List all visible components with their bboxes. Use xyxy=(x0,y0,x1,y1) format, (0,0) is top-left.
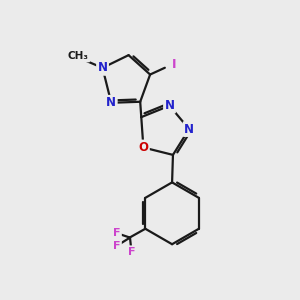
Text: CH₃: CH₃ xyxy=(68,51,89,61)
Text: F: F xyxy=(128,247,135,257)
Text: N: N xyxy=(98,61,107,74)
Text: N: N xyxy=(106,96,116,109)
Text: O: O xyxy=(138,141,148,154)
Text: N: N xyxy=(164,99,175,112)
Text: I: I xyxy=(172,58,176,71)
Text: F: F xyxy=(113,241,121,251)
Text: F: F xyxy=(113,228,121,238)
Text: N: N xyxy=(184,123,194,136)
